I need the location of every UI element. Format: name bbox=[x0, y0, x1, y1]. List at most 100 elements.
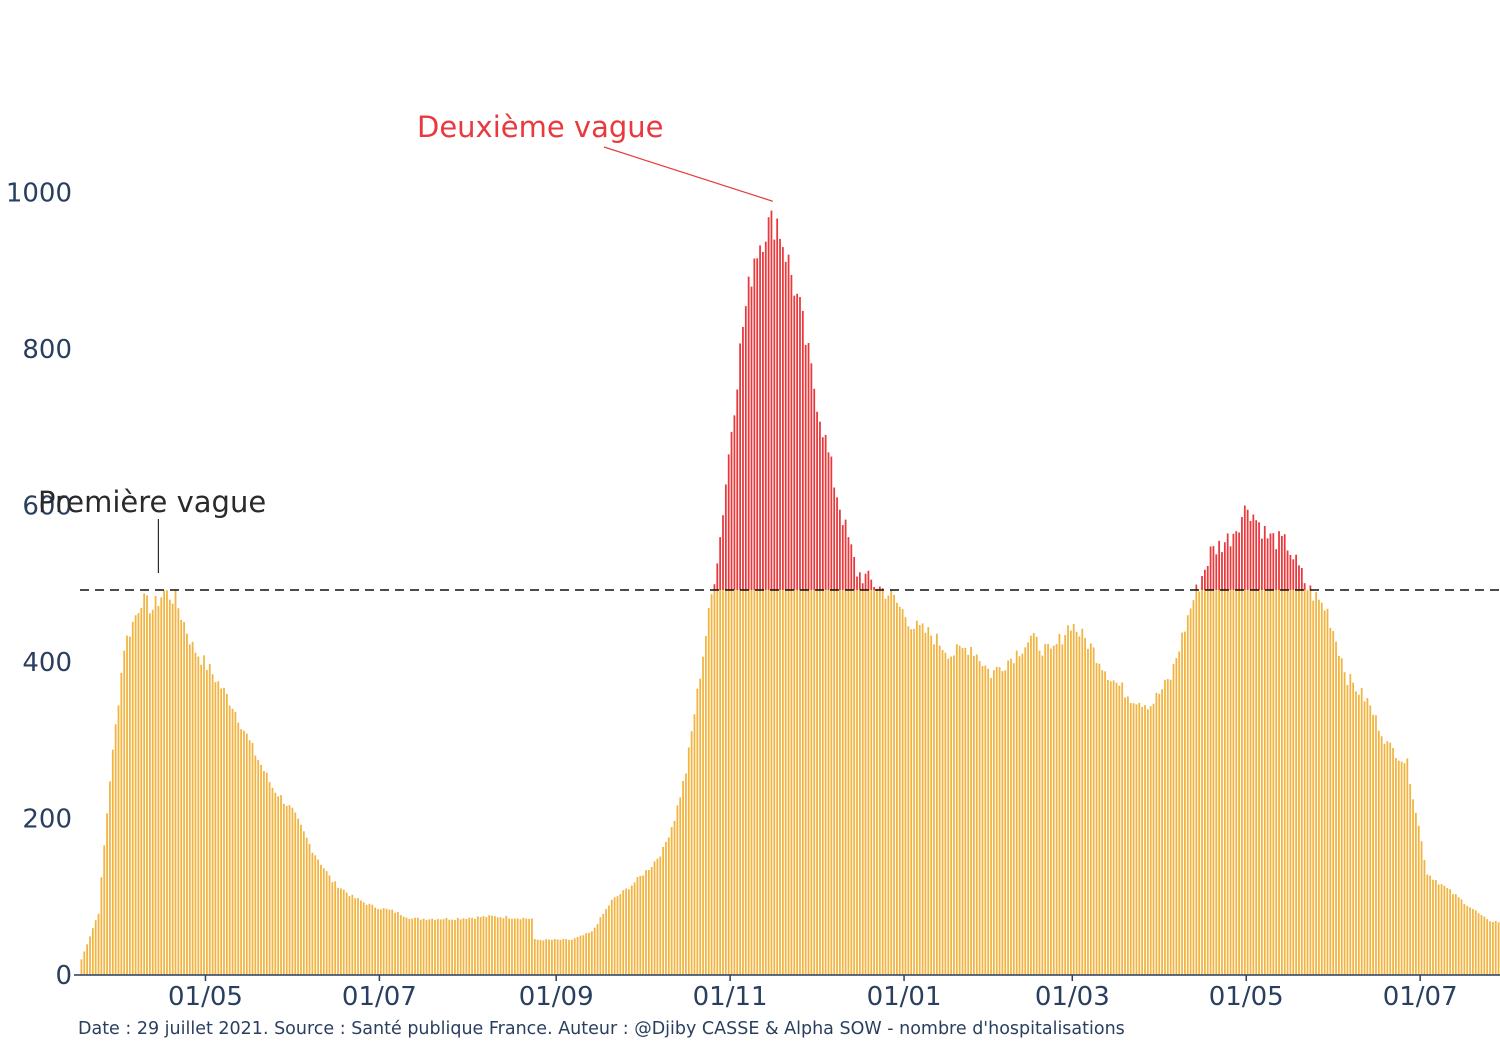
bar-below-threshold bbox=[382, 908, 385, 975]
bar-below-threshold bbox=[271, 787, 274, 975]
bar-below-threshold bbox=[263, 771, 265, 975]
bar-below-threshold bbox=[1004, 670, 1007, 975]
bar-below-threshold bbox=[1027, 642, 1029, 975]
bar-below-threshold bbox=[245, 733, 248, 975]
bar-below-threshold bbox=[876, 590, 878, 975]
bar-below-threshold bbox=[639, 875, 642, 975]
bar-above-threshold bbox=[1266, 538, 1269, 591]
bar-below-threshold bbox=[1375, 715, 1377, 975]
bar-below-threshold bbox=[80, 959, 83, 975]
bar-below-threshold bbox=[739, 590, 741, 975]
bar-below-threshold bbox=[913, 628, 915, 975]
bar-below-threshold bbox=[958, 645, 961, 975]
bar-below-threshold bbox=[650, 867, 653, 975]
bar-above-threshold bbox=[1235, 531, 1238, 591]
bar-below-threshold bbox=[402, 916, 405, 975]
bar-below-threshold bbox=[961, 647, 964, 975]
bar-below-threshold bbox=[950, 656, 952, 975]
bar-below-threshold bbox=[1423, 859, 1426, 975]
bar-below-threshold bbox=[1355, 691, 1357, 975]
bar-below-threshold bbox=[334, 881, 337, 975]
bar-below-threshold bbox=[465, 918, 468, 975]
bar-below-threshold bbox=[1255, 590, 1258, 975]
bar-below-threshold bbox=[998, 667, 1001, 975]
bar-below-threshold bbox=[947, 658, 950, 975]
bar-below-threshold bbox=[964, 647, 967, 975]
bar-below-threshold bbox=[907, 626, 910, 975]
bar-below-threshold bbox=[1340, 658, 1343, 975]
bar-below-threshold bbox=[1124, 697, 1126, 975]
bar-below-threshold bbox=[930, 635, 933, 975]
bar-below-threshold bbox=[1198, 591, 1201, 975]
bar-below-threshold bbox=[337, 887, 339, 975]
bar-below-threshold bbox=[1107, 679, 1109, 975]
bar-below-threshold bbox=[348, 896, 351, 975]
bar-below-threshold bbox=[861, 590, 864, 975]
bar-below-threshold bbox=[762, 590, 764, 975]
bar-below-threshold bbox=[228, 705, 231, 975]
bar-above-threshold bbox=[1204, 569, 1206, 591]
bar-below-threshold bbox=[570, 939, 573, 975]
bar-above-threshold bbox=[1286, 550, 1289, 591]
x-tick-label: 01/07 bbox=[342, 982, 417, 1012]
bar-below-threshold bbox=[975, 654, 978, 975]
bar-below-threshold bbox=[955, 644, 958, 975]
bar-above-threshold bbox=[878, 586, 881, 591]
bar-below-threshold bbox=[990, 678, 992, 975]
bar-below-threshold bbox=[890, 590, 893, 975]
bar-below-threshold bbox=[1395, 758, 1397, 975]
bar-below-threshold bbox=[117, 705, 120, 975]
bar-below-threshold bbox=[211, 674, 214, 975]
bar-below-threshold bbox=[456, 917, 459, 975]
bar-above-threshold bbox=[779, 238, 781, 591]
bar-below-threshold bbox=[385, 908, 388, 975]
bar-below-threshold bbox=[251, 742, 254, 975]
bar-above-threshold bbox=[730, 431, 733, 591]
bar-below-threshold bbox=[1443, 885, 1446, 975]
bar-above-threshold bbox=[787, 254, 790, 591]
bar-below-threshold bbox=[1104, 671, 1106, 975]
bar-below-threshold bbox=[813, 590, 816, 975]
bar-below-threshold bbox=[405, 917, 408, 975]
bar-above-threshold bbox=[1249, 520, 1252, 591]
bar-above-threshold bbox=[1303, 583, 1306, 591]
bar-above-threshold bbox=[841, 525, 844, 591]
bar-below-threshold bbox=[1192, 600, 1195, 975]
bar-below-threshold bbox=[827, 590, 830, 975]
bar-below-threshold bbox=[1491, 921, 1494, 975]
bar-below-threshold bbox=[166, 590, 168, 975]
bar-below-threshold bbox=[770, 590, 773, 975]
bar-below-threshold bbox=[545, 939, 548, 975]
bar-above-threshold bbox=[867, 570, 870, 591]
bar-below-threshold bbox=[793, 590, 796, 975]
bar-below-threshold bbox=[388, 909, 391, 975]
bar-below-threshold bbox=[582, 935, 585, 975]
bar-below-threshold bbox=[1474, 910, 1477, 975]
bar-below-threshold bbox=[1246, 590, 1249, 975]
bar-below-threshold bbox=[368, 903, 371, 975]
bar-below-threshold bbox=[183, 622, 185, 975]
bar-below-threshold bbox=[474, 918, 476, 975]
bar-below-threshold bbox=[870, 590, 873, 975]
bar-below-threshold bbox=[716, 590, 719, 975]
bar-below-threshold bbox=[1298, 590, 1300, 975]
bar-below-threshold bbox=[853, 590, 856, 975]
bar-below-threshold bbox=[114, 724, 117, 975]
bar-below-threshold bbox=[428, 919, 431, 975]
bar-below-threshold bbox=[702, 656, 704, 975]
bar-above-threshold bbox=[844, 519, 847, 591]
bar-below-threshold bbox=[294, 812, 297, 975]
bar-above-threshold bbox=[1218, 540, 1221, 591]
bar-below-threshold bbox=[724, 590, 727, 975]
bar-below-threshold bbox=[796, 590, 799, 975]
bar-above-threshold bbox=[736, 389, 739, 591]
bar-below-threshold bbox=[451, 919, 453, 975]
bar-above-threshold bbox=[824, 434, 827, 591]
bar-below-threshold bbox=[710, 594, 713, 975]
bar-below-threshold bbox=[325, 871, 328, 975]
bar-below-threshold bbox=[1280, 590, 1283, 975]
bar-below-threshold bbox=[565, 939, 568, 975]
bar-below-threshold bbox=[365, 904, 368, 975]
bar-below-threshold bbox=[163, 590, 165, 975]
bar-below-threshold bbox=[830, 590, 833, 975]
